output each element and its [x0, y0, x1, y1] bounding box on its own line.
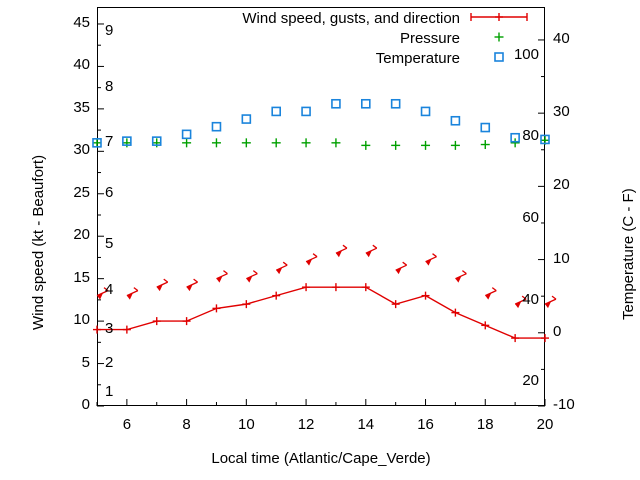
temperature-marker: [211, 121, 222, 132]
y-tick-label-right: 40: [553, 29, 570, 47]
beaufort-label: 5: [105, 234, 114, 252]
temperature-marker: [181, 129, 192, 140]
beaufort-label: 6: [105, 183, 114, 201]
legend-label-wind: Wind speed, gusts, and direction: [242, 10, 460, 27]
beaufort-label: 7: [105, 132, 114, 150]
x-tick-label: 12: [297, 416, 315, 433]
x-tick-label: 6: [122, 416, 132, 433]
legend-sample-temperature: [494, 52, 504, 62]
temperature-marker: [301, 106, 311, 117]
wind-direction-barb: [186, 278, 198, 292]
y-tick-label-left: 45: [73, 13, 90, 31]
x-tick-label: 16: [417, 416, 434, 433]
wind-direction-barb: [544, 295, 557, 309]
fahrenheit-label: 40: [522, 290, 539, 308]
y-tick-label-left: 15: [73, 268, 90, 286]
wind-direction-barb: [275, 261, 288, 275]
wind-direction-barb: [96, 287, 109, 300]
wind-direction-barb: [305, 253, 318, 266]
wind-direction-barb: [514, 295, 527, 309]
fahrenheit-label: 20: [522, 371, 539, 389]
temperature-marker: [92, 138, 102, 148]
y-tick-label-right: 20: [553, 176, 570, 194]
y-tick-label-left: 5: [81, 353, 90, 371]
y-tick-label-left: 0: [81, 396, 90, 413]
y-tick-label-left: 35: [73, 98, 90, 116]
legend-label-temperature: Temperature: [375, 50, 460, 67]
legend-label-pressure: Pressure: [399, 30, 460, 47]
y-tick-label-right: 0: [553, 322, 562, 340]
wind-direction-barb: [335, 244, 348, 258]
temperature-marker: [241, 114, 252, 124]
x-tick-label: 8: [182, 416, 191, 433]
temperature-marker: [390, 98, 401, 109]
wind-direction-barb: [484, 287, 497, 300]
y-tick-label-left: 10: [73, 311, 90, 329]
wind-direction-barb: [246, 270, 258, 283]
beaufort-label: 2: [105, 353, 114, 371]
wind-direction-barb: [395, 261, 408, 275]
wind-speed-line: [97, 286, 545, 339]
x-tick-label: 10: [237, 416, 255, 433]
temperature-marker: [331, 98, 341, 109]
y-tick-label-left: 20: [73, 226, 90, 244]
temperature-marker: [122, 136, 132, 146]
y-tick-label-right: -10: [553, 396, 575, 413]
y-tick-label-right: 30: [553, 103, 570, 121]
x-axis-title: Local time (Atlantic/Cape_Verde): [211, 450, 431, 467]
x-tick-label: 18: [476, 416, 494, 433]
wind-direction-barb: [455, 270, 467, 283]
temperature-marker: [271, 106, 282, 117]
y-tick-label-left: 40: [73, 56, 90, 74]
temperature-marker: [420, 106, 431, 117]
fahrenheit-label: 100: [513, 46, 539, 64]
temperature-marker: [450, 115, 461, 126]
y-tick-label-right: 10: [553, 249, 570, 267]
plot-frame: [97, 7, 545, 406]
y-tick-label-left: 25: [73, 183, 90, 201]
wind-direction-barb: [126, 287, 139, 300]
temperature-marker: [360, 98, 371, 109]
y-axis-title-right: Temperature (C - F): [620, 188, 637, 320]
fahrenheit-label: 80: [522, 127, 539, 145]
y-tick-label-left: 30: [73, 141, 90, 159]
x-tick-label: 14: [357, 416, 375, 433]
x-tick-label: 20: [536, 416, 554, 433]
fahrenheit-label: 60: [522, 208, 539, 226]
temperature-marker: [540, 134, 550, 145]
wind-direction-barb: [216, 270, 228, 283]
beaufort-label: 3: [105, 319, 114, 337]
beaufort-label: 8: [105, 77, 114, 95]
beaufort-label: 4: [105, 281, 114, 299]
temperature-marker: [510, 132, 520, 143]
y-axis-title-left: Wind speed (kt - Beaufort): [30, 154, 47, 330]
beaufort-label: 9: [105, 22, 114, 40]
beaufort-label: 1: [105, 383, 114, 401]
wind-direction-barb: [156, 278, 169, 292]
wind-direction-barb: [425, 253, 437, 266]
temperature-marker: [151, 136, 162, 146]
wind-direction-barb: [365, 244, 378, 258]
temperature-marker: [480, 122, 491, 133]
